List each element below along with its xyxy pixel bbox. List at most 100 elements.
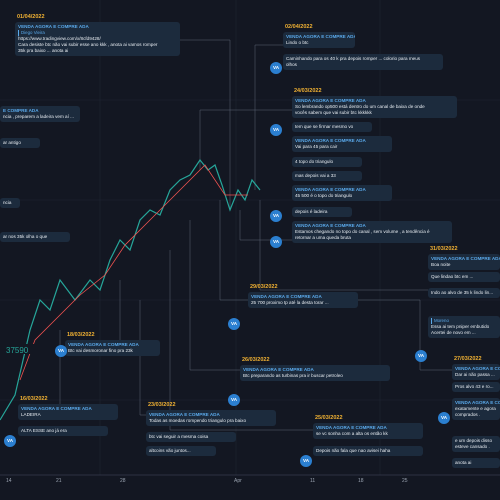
- message-text: Vai para 45 para cair: [295, 144, 338, 149]
- x-tick-label: 14: [6, 478, 12, 484]
- message-text: comprados .: [455, 412, 481, 417]
- message-text: Cara desiste btc não vai subir esse ano …: [18, 42, 158, 47]
- message-card: tem que se firmar mesmo vo: [292, 122, 372, 132]
- message-card: VENDA AGORA E COMPRE ADA Estamos chegando…: [292, 221, 452, 243]
- message-text: Dar ai não passa ...: [455, 372, 495, 377]
- message-card: VENDA AGORA E COMPRE ADA So lembrando op5…: [292, 96, 457, 118]
- date-label: 24/03/2022: [294, 88, 322, 94]
- message-text: anota ai: [455, 460, 472, 465]
- message-card: VENDA AGORA E COMPRE ADADar ai não passa…: [452, 364, 500, 380]
- author: VENDA AGORA E COMPRE ADA: [295, 98, 366, 103]
- date-label: 16/03/2022: [20, 396, 48, 402]
- message-card: Caminhando para os 40 k pra depois rompe…: [283, 54, 443, 70]
- message-text: btc vai seguir a mesma coisa: [149, 434, 209, 439]
- message-card: btc vai seguir a mesma coisa: [146, 432, 236, 442]
- message-text: Caminhando para os 40 k pra depois rompe…: [286, 56, 421, 61]
- message-text: Boa noite: [431, 262, 451, 267]
- date-label: 23/03/2022: [148, 402, 176, 408]
- message-text: esteve cansado .: [455, 444, 490, 449]
- avatar: VA: [4, 435, 16, 447]
- author: VENDA AGORA E COMPRE ADA: [431, 256, 500, 261]
- author: VENDA AGORA E COMPRE ADA: [18, 24, 89, 29]
- message-card: VENDA AGORA E COMPRE ADA se vc sonha com …: [313, 423, 423, 439]
- message-text: 45 500 é o topo do triangulo: [295, 193, 353, 198]
- message-card: VENDA AGORA E COMPRE ADA Boa noite: [428, 254, 500, 270]
- message-card: VENDA AGORA E COMPRE ADA Diego Vieira http…: [15, 22, 180, 56]
- author: VENDA AGORA E COMPRE ADA: [21, 406, 92, 411]
- message-text: Btc vai desmoronar fino pra 23k: [68, 348, 133, 353]
- message-text: Estamos chegando no topo do canal , sem …: [295, 229, 430, 234]
- message-text: tem que se firmar mesmo vo: [295, 124, 354, 129]
- message-card: VENDA AGORA E COMPRE ADA Btc preparando a…: [240, 365, 390, 381]
- author: VENDA AGORA E COMPRE ADA: [455, 400, 500, 405]
- message-text: Btc preparando as turbinas pra ir buscar…: [243, 373, 343, 378]
- price-label: 37590: [6, 346, 29, 355]
- message-card: VENDA AGORA E COMPRE ADA LADEIRA: [18, 404, 118, 420]
- message-text: ncia , preparem a ladeira vem aí ...: [3, 114, 74, 119]
- message-card: Depois não fala que nao avisei haha: [313, 446, 423, 456]
- author: E COMPRE ADA: [3, 108, 39, 113]
- message-text: LADEIRA: [21, 412, 41, 417]
- message-text: ar nos 35k olha o que: [3, 234, 48, 239]
- x-tick-label: 28: [120, 478, 126, 484]
- avatar: VA: [55, 345, 67, 357]
- avatar: VA: [270, 62, 282, 74]
- message-text: e um depois disso: [455, 438, 493, 443]
- message-card: ALTA ESSE ano já era: [18, 426, 108, 436]
- x-tick-label: 21: [56, 478, 62, 484]
- quote: Moreno: [431, 318, 497, 324]
- x-tick-label: 25: [402, 478, 408, 484]
- message-text: ncia: [3, 200, 12, 205]
- avatar: VA: [270, 124, 282, 136]
- avatar: VA: [228, 318, 240, 330]
- message-card: VENDA AGORA E COMPRE ADA 25 700 proximo t…: [248, 292, 358, 308]
- message-text: olhos: [286, 62, 297, 67]
- price-line: [0, 158, 261, 421]
- author: VENDA AGORA E COMPRE ADA: [295, 223, 366, 228]
- message-card: altcoins vão juntos...: [146, 446, 216, 456]
- message-text: ALTA ESSE ano já era: [21, 428, 67, 433]
- x-tick-label: 11: [310, 478, 316, 484]
- message-text: vocês sabem que vai subir btc kkkkkk: [295, 110, 372, 115]
- message-text: ar antigo: [3, 140, 21, 145]
- message-card: VENDA AGORA E COMPRE ADA Vai para 45 para…: [292, 136, 392, 152]
- message-text: exatamente e agora: [455, 406, 496, 411]
- message-text: Lindo o btc: [286, 40, 309, 45]
- author: VENDA AGORA E COMPRE ADA: [455, 366, 500, 371]
- avatar: VA: [270, 236, 282, 248]
- message-text: Acertei de novo em ...: [431, 330, 476, 335]
- price-label-bg: [0, 344, 34, 354]
- message-card: mas depois vai a 33: [292, 171, 362, 181]
- message-card: ar antigo: [0, 138, 40, 148]
- message-card: Que lindao btc em ...: [428, 272, 500, 282]
- message-text: 4 topo do triangulo: [295, 159, 334, 164]
- x-tick-label: 18: [358, 478, 364, 484]
- x-tick-label: Apr: [234, 478, 242, 484]
- date-label: 27/03/2022: [454, 356, 482, 362]
- message-text: se vc sonha com a alta os então kk: [316, 431, 388, 436]
- message-card: ar nos 35k olha o que: [0, 232, 70, 242]
- message-text: depois é ladeira: [295, 209, 328, 214]
- author: VENDA AGORA E COMPRE ADA: [68, 342, 139, 347]
- message-card: E COMPRE ADA ncia , preparem a ladeira ve…: [0, 106, 80, 122]
- message-text: Pros alvo 43 e ro...: [455, 384, 494, 389]
- message-card: VENDA AGORA E COMPRE ADA Todas as moedas …: [146, 410, 276, 426]
- message-text: Que lindao btc em ...: [431, 274, 474, 279]
- date-label: 26/03/2022: [242, 357, 270, 363]
- quote: Diego Vieira: [18, 30, 177, 36]
- message-text: Todas as moedas rompendo triangulo pra b…: [149, 418, 247, 423]
- price-line-down: [19, 164, 248, 381]
- author: VENDA AGORA E COMPRE ADA: [243, 367, 314, 372]
- message-card: anota ai: [452, 458, 500, 468]
- author: VENDA AGORA E COMPRE ADA: [316, 425, 387, 430]
- message-text: Indo ao alvo de 35 k lindo lin...: [431, 290, 494, 295]
- message-text: 35k pra baixo ... anota ai: [18, 48, 69, 53]
- author: VENDA AGORA E COMPRE ADA: [149, 412, 220, 417]
- message-card: ncia: [0, 198, 20, 208]
- message-card: VENDA AGORA E COMPRE ADA Btc vai desmoron…: [65, 340, 160, 356]
- message-card: VENDA AGORA E COMPRE ADAexatamente e ago…: [452, 398, 500, 420]
- message-card: Pros alvo 43 e ro...: [452, 382, 500, 392]
- author: VENDA AGORA E COMPRE ADA: [295, 187, 366, 192]
- date-label: 29/03/2022: [250, 284, 278, 290]
